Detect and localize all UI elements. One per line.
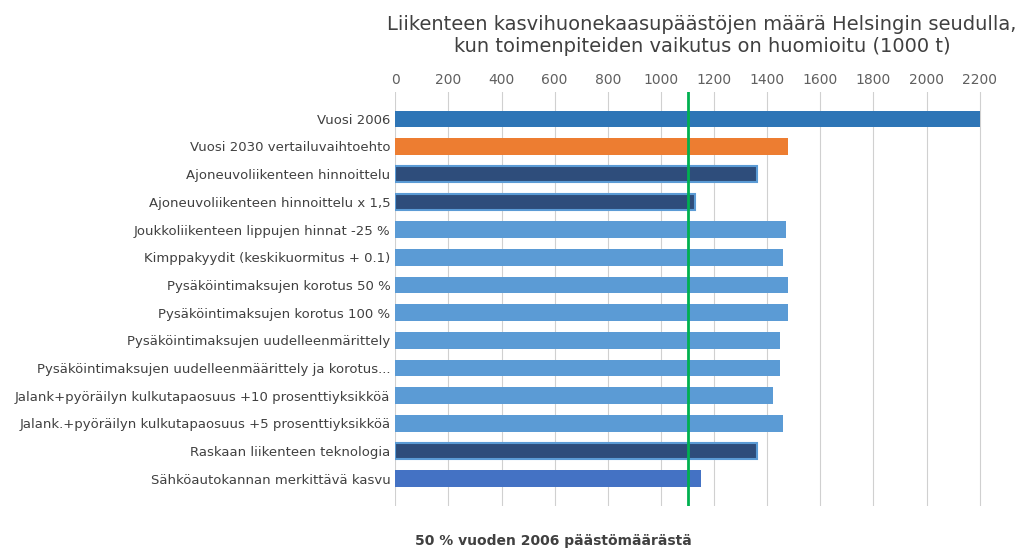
Bar	[395, 138, 788, 155]
Bar	[395, 360, 780, 376]
Bar	[395, 166, 757, 182]
Bar	[395, 193, 695, 210]
Bar	[395, 387, 772, 404]
Text: 50 % vuoden 2006 päästömäärästä: 50 % vuoden 2006 päästömäärästä	[415, 535, 691, 548]
Bar	[395, 332, 780, 348]
Bar	[395, 304, 788, 321]
Bar	[395, 276, 788, 293]
Bar	[395, 249, 783, 265]
Bar	[395, 415, 783, 432]
Bar	[395, 110, 980, 127]
Bar	[395, 443, 757, 459]
Title: Liikenteen kasvihuonekaasupäästöjen määrä Helsingin seudulla,
kun toimenpiteiden: Liikenteen kasvihuonekaasupäästöjen määr…	[387, 15, 1017, 56]
Bar	[395, 221, 785, 238]
Bar	[395, 470, 700, 487]
